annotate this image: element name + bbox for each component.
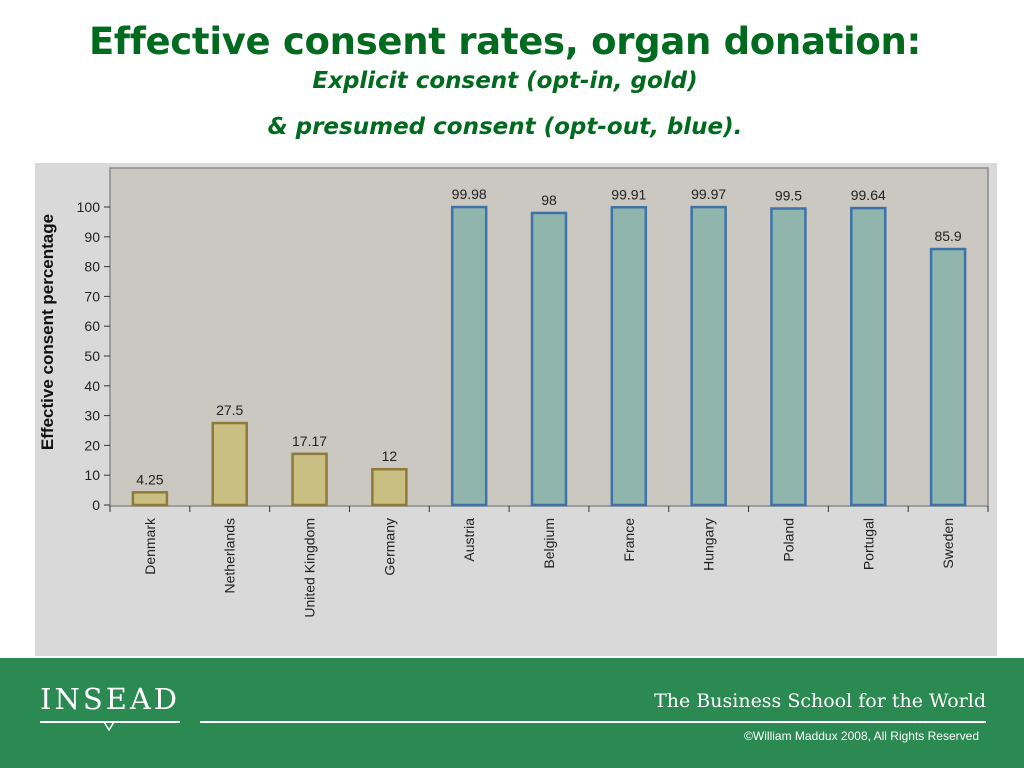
data-label: 99.64 bbox=[851, 187, 886, 203]
data-label: 12 bbox=[382, 448, 398, 464]
x-tick-label: Netherlands bbox=[222, 518, 238, 594]
bar-chart: 0 10 20 30 40 50 60 70 80 90 100 Effective consent … bbox=[38, 167, 989, 618]
chart-panel: 0 10 20 30 40 50 60 70 80 90 100 Effective consent … bbox=[35, 163, 997, 656]
tagline: The Business School for the World bbox=[654, 690, 986, 712]
y-tick-label: 100 bbox=[77, 199, 101, 215]
bar-hungary bbox=[690, 205, 727, 507]
y-tick-label: 30 bbox=[84, 408, 100, 424]
copyright-notice: ©William Maddux 2008, All Rights Reserve… bbox=[744, 729, 979, 743]
logo-underline bbox=[40, 721, 180, 723]
bar-austria bbox=[450, 205, 488, 507]
y-tick-label: 80 bbox=[84, 259, 100, 275]
data-label: 99.91 bbox=[611, 186, 646, 202]
x-tick-label: Poland bbox=[780, 518, 796, 562]
bar-portugal bbox=[850, 206, 887, 507]
y-axis-title: Effective consent percentage bbox=[38, 214, 57, 450]
x-tick-label: France bbox=[621, 518, 637, 562]
y-tick-label: 90 bbox=[84, 229, 100, 245]
insead-logo: INSEAD bbox=[40, 682, 181, 716]
y-tick-label: 50 bbox=[84, 348, 100, 364]
y-tick-label: 40 bbox=[84, 378, 100, 394]
bar-poland bbox=[770, 207, 807, 507]
y-tick-label: 10 bbox=[84, 467, 100, 483]
data-label: 99.5 bbox=[775, 187, 802, 203]
x-tick-label: Hungary bbox=[701, 518, 717, 571]
x-tick-label: United Kingdom bbox=[302, 518, 318, 618]
chevron-down-icon bbox=[103, 721, 115, 732]
y-tick-label: 20 bbox=[84, 437, 100, 453]
bar-netherlands bbox=[211, 421, 248, 507]
x-tick-label: Denmark bbox=[142, 517, 158, 575]
footer: INSEAD The Business School for the World… bbox=[0, 658, 1024, 768]
data-label: 99.98 bbox=[452, 186, 487, 202]
footer-divider bbox=[200, 721, 986, 723]
data-label: 99.97 bbox=[691, 186, 726, 202]
slide-title: Effective consent rates, organ donation: bbox=[88, 20, 922, 63]
x-tick-label: Austria bbox=[461, 518, 477, 562]
data-label: 85.9 bbox=[934, 228, 961, 244]
slide-subtitle-line1: Explicit consent (opt-in, gold) bbox=[312, 68, 698, 94]
y-tick-label: 70 bbox=[84, 288, 100, 304]
x-tick-label: Sweden bbox=[940, 518, 956, 569]
data-label: 4.25 bbox=[136, 471, 163, 487]
data-label: 27.5 bbox=[216, 402, 243, 418]
bar-united-kingdom bbox=[291, 452, 328, 507]
x-tick-label: Belgium bbox=[541, 518, 557, 569]
bar-denmark bbox=[131, 491, 169, 507]
x-tick-label: Portugal bbox=[860, 518, 876, 570]
bar-germany bbox=[371, 467, 408, 507]
bar-belgium bbox=[530, 211, 568, 507]
x-tick-label: Germany bbox=[381, 518, 397, 576]
data-label: 17.17 bbox=[292, 433, 327, 449]
bar-sweden bbox=[929, 247, 967, 507]
bar-france bbox=[610, 206, 648, 507]
slide-subtitle-line2: & presumed consent (opt-out, blue). bbox=[267, 114, 743, 140]
y-tick-label: 0 bbox=[92, 497, 100, 513]
data-label: 98 bbox=[541, 192, 557, 208]
y-tick-label: 60 bbox=[84, 318, 100, 334]
